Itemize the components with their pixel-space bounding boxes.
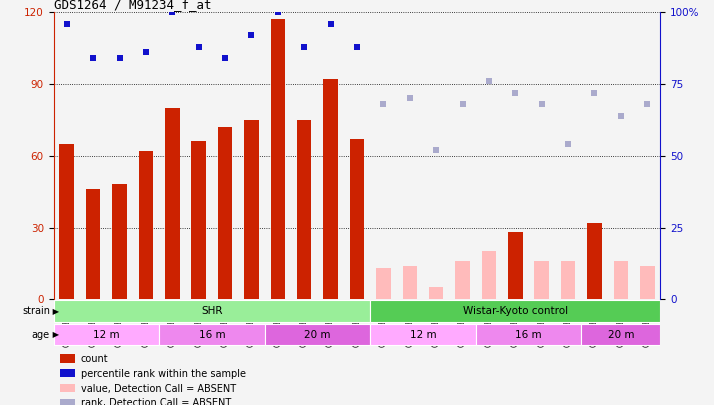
Bar — [581, 324, 660, 345]
Text: SHR: SHR — [201, 306, 223, 316]
Bar — [482, 252, 496, 299]
Bar — [60, 369, 75, 377]
Bar — [376, 268, 391, 299]
Bar — [59, 144, 74, 299]
Bar — [508, 232, 523, 299]
Bar — [218, 127, 232, 299]
Bar — [54, 301, 370, 322]
Text: strain: strain — [22, 306, 50, 316]
Text: value, Detection Call = ABSENT: value, Detection Call = ABSENT — [81, 384, 236, 394]
Bar — [244, 120, 258, 299]
Text: 16 m: 16 m — [516, 330, 542, 339]
Bar — [54, 324, 159, 345]
Bar — [60, 384, 75, 392]
Bar — [159, 324, 265, 345]
Text: ▶: ▶ — [50, 307, 59, 315]
Bar — [535, 261, 549, 299]
Text: 12 m: 12 m — [93, 330, 120, 339]
Text: age: age — [32, 330, 50, 339]
Bar — [165, 108, 179, 299]
Bar — [323, 79, 338, 299]
Bar — [640, 266, 655, 299]
Text: rank, Detection Call = ABSENT: rank, Detection Call = ABSENT — [81, 398, 231, 405]
Bar — [350, 139, 364, 299]
Text: GDS1264 / M91234_f_at: GDS1264 / M91234_f_at — [54, 0, 211, 11]
Text: 12 m: 12 m — [410, 330, 436, 339]
Text: 20 m: 20 m — [304, 330, 331, 339]
Bar — [297, 120, 311, 299]
Bar — [370, 301, 660, 322]
Bar — [60, 399, 75, 405]
Bar — [139, 151, 154, 299]
Text: percentile rank within the sample: percentile rank within the sample — [81, 369, 246, 379]
Bar — [587, 223, 602, 299]
Text: ▶: ▶ — [50, 330, 59, 339]
Bar — [429, 287, 443, 299]
Text: Wistar-Kyoto control: Wistar-Kyoto control — [463, 306, 568, 316]
Text: 20 m: 20 m — [608, 330, 634, 339]
Bar — [60, 354, 75, 363]
Bar — [613, 261, 628, 299]
Bar — [403, 266, 417, 299]
Bar — [112, 184, 127, 299]
Bar — [370, 324, 476, 345]
Bar — [476, 324, 581, 345]
Text: 16 m: 16 m — [198, 330, 225, 339]
Text: count: count — [81, 354, 109, 364]
Bar — [456, 261, 470, 299]
Bar — [265, 324, 370, 345]
Bar — [560, 261, 575, 299]
Bar — [191, 141, 206, 299]
Bar — [271, 19, 285, 299]
Bar — [86, 189, 101, 299]
